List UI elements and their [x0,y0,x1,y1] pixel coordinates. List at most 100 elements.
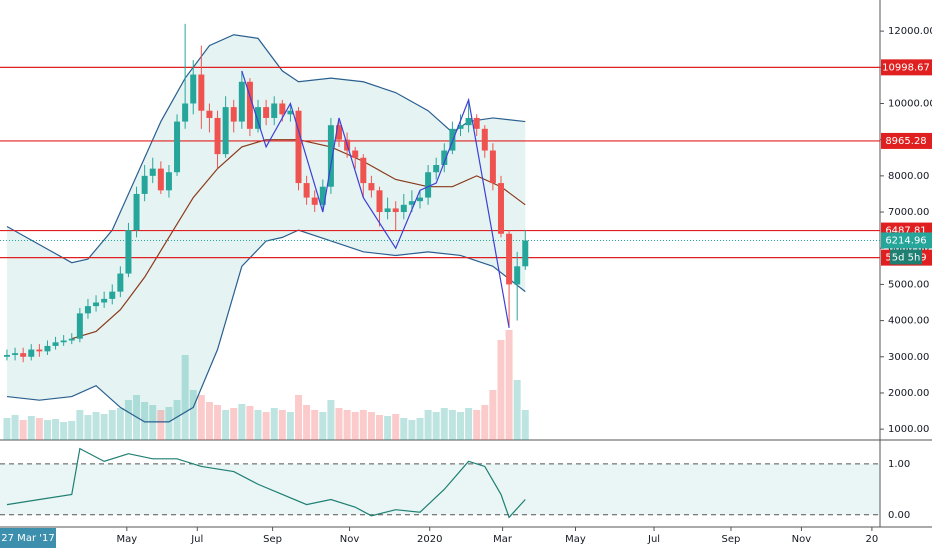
candle-body [287,110,294,115]
volume-bar [214,405,222,440]
candle-body [109,291,116,299]
volume-bar [238,404,246,440]
y-tick-label: 12000.00 [888,26,932,37]
y-tick-label: 4000.00 [888,316,929,327]
volume-bar [173,400,181,440]
countdown: 5d 5h [892,252,921,263]
volume-bar [19,420,27,440]
volume-bar [392,414,400,440]
volume-bar [270,408,278,440]
candle-body [133,193,140,231]
y-tick-label: 8000.00 [888,171,929,182]
volume-bar [311,410,319,440]
candle-body [198,74,205,111]
x-tick-label: Sep [263,534,282,545]
candle-body [481,128,488,151]
candle-body [279,103,286,115]
volume-bar [319,412,327,440]
x-tick-label: 20 [866,534,879,545]
volume-bar [473,410,481,440]
band-line [6,34,526,264]
band-fill [6,34,526,422]
candle-body [20,353,27,357]
candle-body [206,110,213,118]
cursor-date: 27 Mar '17 [1,533,54,544]
volume-bar [100,414,108,440]
volume-bar [27,416,35,440]
candle-body [182,103,189,122]
candle-body [336,125,343,140]
volume-bar [424,410,432,440]
indicator-line [6,447,526,519]
volume-bar [343,410,351,440]
y-tick-label: 7000.00 [888,207,929,218]
candle-body [165,172,172,191]
volume-bar [351,412,359,440]
candle-body [28,349,35,357]
candle-body [190,74,197,104]
volume-bar [359,410,367,440]
candle-body [392,208,399,213]
volume-bar [84,415,92,440]
candle-body [425,172,432,198]
volume-bar [52,419,60,440]
candle-body [449,128,456,151]
volume-bar [124,400,132,440]
candle-body [246,81,253,129]
candle-body [230,107,237,122]
candle-body [384,208,391,213]
y-tick-label: 1000.00 [888,424,929,435]
y-tick-label: 6000.00 [888,243,929,254]
candle-body [214,117,221,155]
candle-body [303,183,310,198]
volume-bar [335,408,343,440]
candle-body [68,338,75,341]
volume-bar [376,415,384,440]
zigzag [241,70,510,328]
volume-bar [197,395,205,440]
y-tick-label: 10000.00 [888,98,932,109]
volume-bar [384,416,392,440]
candle-body [157,168,164,191]
level-tag: 8965.28 [885,136,926,147]
candle-body [76,313,83,339]
volume-bar [448,410,456,440]
volume-bar [416,418,424,440]
candle-body [174,121,181,173]
volume-bar [246,406,254,440]
candle-body [497,183,504,234]
candle-body [506,233,513,285]
volume-bar [432,412,440,440]
candle-body [60,340,67,343]
y-tick-label: 3000.00 [888,352,929,363]
volume-bar [230,408,238,440]
candle-body [141,175,148,194]
volume-bar [295,395,303,440]
candle-body [489,150,496,184]
x-tick-label: May [116,534,137,545]
candle-body [433,165,440,173]
y-tick-label: 2000.00 [888,388,929,399]
candle-body [3,354,10,357]
candle-body [416,197,423,202]
candle-body [473,117,480,129]
band-line [71,139,526,340]
volume-bar [440,408,448,440]
candle-body [514,266,521,285]
indicator-band [0,463,880,515]
volume-bar [108,410,116,440]
candle-body [255,107,262,129]
last-price-tag: 6214.96 [885,235,926,246]
level-tag-bg [881,132,932,149]
x-tick-label: Mar [493,534,513,545]
candle-body [93,302,100,307]
volume-bar [76,410,84,440]
level-tag: 10998.67 [882,62,930,73]
last-price-tag-bg [881,232,932,249]
volume-bar [35,418,43,440]
volume-bar [11,415,19,440]
candle-body [222,107,229,155]
candle-body [360,157,367,184]
indicator-tick-label: 1.00 [888,459,910,470]
